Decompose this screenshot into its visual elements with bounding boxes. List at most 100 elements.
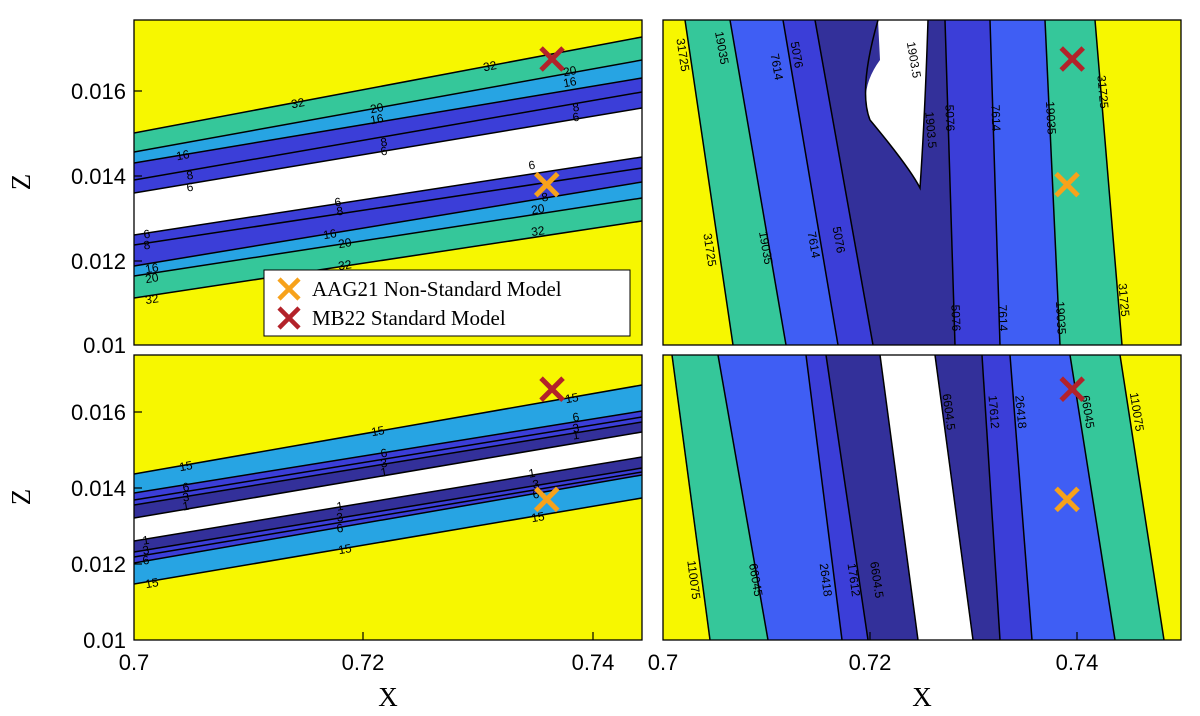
contour-label-bottom-right-70: 17612 <box>986 395 1003 430</box>
contour-label-top-right-31: 1903.5 <box>904 41 924 80</box>
contour-label-bottom-left-66: 15 <box>144 575 160 591</box>
contour-label-top-left-10: 6 <box>185 180 194 195</box>
contour-label-bottom-left-56: 1 <box>571 428 580 443</box>
region-white <box>880 355 973 640</box>
panel-bottom-right <box>663 355 1181 640</box>
contour-label-top-left-1: 32 <box>482 58 498 74</box>
contour-label-bottom-left-46: 15 <box>370 423 386 439</box>
ytick-bottom-0012: 0.012 <box>71 552 126 577</box>
contour-label-top-right-28: 19035 <box>712 30 732 66</box>
contour-label-top-left-7: 8 <box>185 168 194 183</box>
contour-label-bottom-left-45: 15 <box>178 458 194 474</box>
legend-label-aag21: AAG21 Non-Standard Model <box>312 277 562 301</box>
contour-label-top-right-38: 7614 <box>988 104 1003 131</box>
contour-label-bottom-left-50: 6 <box>571 410 580 425</box>
contour-label-top-left-14: 6 <box>334 195 343 210</box>
contour-label-bottom-right-71: 26418 <box>1012 395 1029 430</box>
contour-label-top-right-40: 31725 <box>1094 75 1111 110</box>
contour-label-bottom-left-48: 6 <box>181 480 190 495</box>
panel-frames <box>133 19 1182 641</box>
contour-label-bottom-left-63: 6 <box>141 553 150 568</box>
contour-lines <box>134 384 642 585</box>
contour-label-bottom-left-65: 6 <box>531 487 540 502</box>
ytick-bottom-0016: 0.016 <box>71 400 126 425</box>
marker-aag21-bottom-left <box>533 486 560 513</box>
contour-label-bottom-left-54: 1 <box>181 499 190 514</box>
contour-label-top-left-22: 20 <box>337 235 353 251</box>
contour-label-top-right-39: 19035 <box>1043 101 1059 135</box>
contour-label-top-right-30: 5076 <box>788 40 807 69</box>
contour-label-bottom-right-74: 110075 <box>684 560 703 601</box>
panel-bottom-left <box>134 355 642 640</box>
contour-label-top-left-16: 8 <box>143 238 152 253</box>
contour-label-top-left-0: 32 <box>290 95 306 111</box>
contour-label-top-right-29: 7614 <box>768 52 787 81</box>
marker-aag21-top-left <box>533 171 560 198</box>
panel-top-right <box>663 20 1181 345</box>
contour-label-top-right-27: 31725 <box>673 37 692 72</box>
contour-label-bottom-left-57: 1 <box>141 533 150 548</box>
contour-label-top-left-20: 16 <box>322 226 338 242</box>
marker-mb22-top-left <box>539 46 565 72</box>
contour-label-top-left-23: 20 <box>530 201 546 217</box>
contour-label-bottom-left-60: 3 <box>141 543 150 558</box>
contour-label-top-left-5: 16 <box>369 111 385 127</box>
xlabel-left: X <box>378 682 398 712</box>
xtick-left-072: 0.72 <box>342 650 385 675</box>
contour-label-bottom-right-73: 110075 <box>1127 391 1147 432</box>
contour-label-top-left-18: 8 <box>541 190 550 205</box>
contour-label-bottom-right-76: 26418 <box>817 562 835 597</box>
contour-label-bottom-right-77: 17612 <box>845 562 864 597</box>
ytick-top-0014: 0.014 <box>71 164 126 189</box>
xtick-right-07: 0.7 <box>648 650 679 675</box>
contour-label-bottom-right-69: 6604.5 <box>939 393 958 432</box>
contour-label-top-right-41: 31725 <box>1115 283 1132 318</box>
contour-label-top-left-13: 6 <box>143 227 152 242</box>
contour-lines <box>684 20 1123 345</box>
contour-label-bottom-left-51: 3 <box>181 490 190 505</box>
contour-label-top-left-12: 6 <box>571 110 580 125</box>
legend: AAG21 Non-Standard Model MB22 Standard M… <box>263 269 631 337</box>
contour-label-top-left-19: 16 <box>144 260 160 276</box>
contour-label-top-right-37: 5076 <box>942 104 957 131</box>
ytick-bottom-001: 0.01 <box>83 628 126 653</box>
contour-label-bottom-left-59: 1 <box>527 466 536 481</box>
contour-label-bottom-left-55: 1 <box>379 465 388 480</box>
marker-aag21-top-right <box>1054 171 1080 198</box>
ylabel-bottom: Z <box>6 489 36 506</box>
contour-label-top-left-25: 32 <box>337 257 353 273</box>
xtick-right-072: 0.72 <box>849 650 892 675</box>
contour-label-top-right-32: 1903.5 <box>922 111 939 149</box>
marker-aag21-bottom-right <box>1054 486 1080 513</box>
xtick-left-07: 0.7 <box>119 650 150 675</box>
contour-label-bottom-left-64: 6 <box>335 521 344 536</box>
contour-label-top-left-2: 20 <box>369 100 385 116</box>
contour-label-bottom-left-68: 15 <box>530 509 546 525</box>
contour-label-bottom-left-53: 3 <box>571 421 580 436</box>
contour-labels: 3232202016161688866666688816162020203232… <box>141 30 1146 600</box>
contour-label-top-right-33: 31725 <box>700 232 719 267</box>
xtick-left-074: 0.74 <box>572 650 615 675</box>
ylabel-top: Z <box>6 174 36 191</box>
contour-label-top-left-17: 8 <box>336 204 345 219</box>
contour-lines <box>671 355 1165 640</box>
contour-label-bottom-left-49: 6 <box>379 446 388 461</box>
contour-label-bottom-left-47: 15 <box>564 390 580 406</box>
legend-box <box>263 269 631 337</box>
contour-label-top-left-4: 16 <box>175 147 191 163</box>
contour-label-top-left-11: 6 <box>379 144 388 159</box>
legend-marker-mb22 <box>277 306 301 330</box>
region-white <box>134 108 642 235</box>
contour-label-top-left-15: 6 <box>528 158 537 173</box>
contour-label-bottom-left-67: 15 <box>337 541 353 557</box>
tick-marks <box>134 90 1078 640</box>
contour-lines <box>134 36 642 299</box>
contour-label-top-left-3: 20 <box>562 63 578 79</box>
contour-label-bottom-right-72: 66045 <box>1078 394 1097 429</box>
ytick-top-0012: 0.012 <box>71 249 126 274</box>
contour-label-top-right-42: 5076 <box>948 304 963 331</box>
contour-label-top-right-35: 7614 <box>805 230 824 259</box>
contour-label-top-left-26: 32 <box>530 223 546 239</box>
xlabel-right: X <box>912 682 932 712</box>
legend-marker-aag21 <box>277 277 301 301</box>
